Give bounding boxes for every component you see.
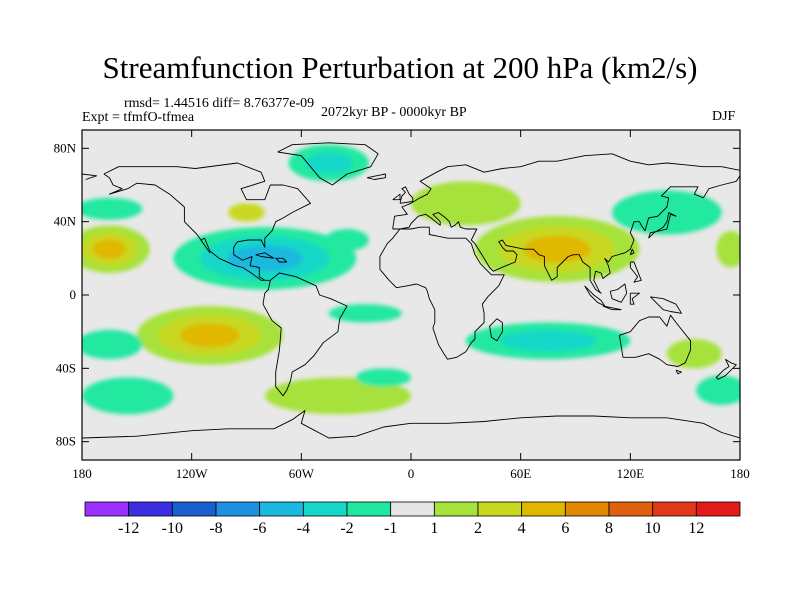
colorbar-swatch-11 <box>565 502 609 516</box>
field-blob-15-level-0 <box>82 378 173 415</box>
colorbar-swatch-12 <box>609 502 653 516</box>
colorbar-swatch-9 <box>478 502 522 516</box>
field-blob-10-level-2 <box>180 323 240 347</box>
lon-tick-label-2: 60W <box>289 466 315 481</box>
colorbar: -12-10-8-6-4-2-1124681012 <box>85 502 740 537</box>
colorbar-label-0: -12 <box>118 520 139 537</box>
lat-tick-label-4: 80S <box>56 434 76 449</box>
colorbar-swatch-10 <box>522 502 566 516</box>
colorbar-swatch-8 <box>434 502 478 516</box>
field-blob-6-level-0 <box>411 181 521 225</box>
colorbar-swatch-5 <box>303 502 347 516</box>
colorbar-swatch-4 <box>260 502 304 516</box>
lon-tick-label-0: 180 <box>72 466 92 481</box>
colorbar-label-2: -8 <box>209 520 222 537</box>
colorbar-label-9: 4 <box>518 520 526 537</box>
colorbar-swatch-0 <box>85 502 129 516</box>
field-blob-5-level-0 <box>325 229 369 251</box>
colorbar-label-11: 8 <box>605 520 613 537</box>
colorbar-label-3: -6 <box>253 520 266 537</box>
field-blob-2-level-0 <box>228 203 265 221</box>
lat-tick-label-2: 0 <box>70 287 77 302</box>
lon-tick-label-5: 120E <box>617 466 645 481</box>
colorbar-label-7: 1 <box>430 520 438 537</box>
field-blob-13-level-1 <box>500 330 596 351</box>
lat-tick-label-3: 40S <box>56 360 76 375</box>
field-blob-17-level-0 <box>356 368 411 386</box>
colorbar-swatch-2 <box>172 502 216 516</box>
lon-tick-label-1: 120W <box>176 466 209 481</box>
colorbar-label-13: 12 <box>688 520 704 537</box>
colorbar-label-10: 6 <box>561 520 569 537</box>
colorbar-swatch-3 <box>216 502 260 516</box>
colorbar-label-6: -1 <box>384 520 397 537</box>
field-blob-3-level-2 <box>93 239 126 259</box>
field-blob-14-level-0 <box>667 339 722 368</box>
field-blob-9-level-0 <box>716 231 745 268</box>
field-blob-11-level-0 <box>77 330 143 359</box>
colorbar-swatch-14 <box>696 502 740 516</box>
field-blob-1-level-0 <box>77 198 143 220</box>
lon-tick-label-6: 180 <box>730 466 750 481</box>
colorbar-swatch-1 <box>129 502 173 516</box>
colorbar-label-12: 10 <box>645 520 661 537</box>
lon-tick-label-3: 0 <box>408 466 415 481</box>
lat-tick-label-0: 80N <box>54 140 77 155</box>
colorbar-label-4: -4 <box>297 520 310 537</box>
colorbar-swatch-6 <box>347 502 391 516</box>
field-blob-4-level-2 <box>227 246 302 272</box>
lat-tick-label-1: 40N <box>54 214 77 229</box>
colorbar-label-1: -10 <box>162 520 183 537</box>
lon-tick-label-4: 60E <box>510 466 531 481</box>
colorbar-swatch-13 <box>653 502 697 516</box>
colorbar-swatch-7 <box>391 502 435 516</box>
field-blob-0-level-1 <box>305 152 352 173</box>
colorbar-label-5: -2 <box>340 520 353 537</box>
colorbar-label-8: 2 <box>474 520 482 537</box>
map-background <box>82 130 740 460</box>
